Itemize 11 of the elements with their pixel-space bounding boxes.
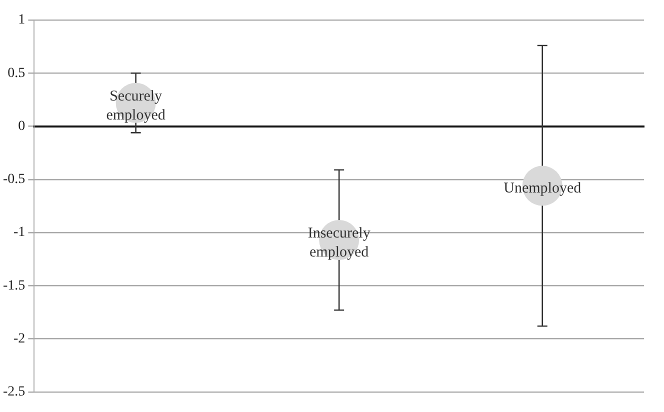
series-label: Insecurely employed xyxy=(308,225,371,260)
y-tick-label: -2.5 xyxy=(2,384,26,400)
series-label: Unemployed xyxy=(504,180,582,197)
series-label: Securely employed xyxy=(106,88,166,124)
y-tick-label: 0.5 xyxy=(8,66,26,81)
y-tick-label: 1 xyxy=(18,12,26,28)
y-tick-label: 0 xyxy=(18,118,26,134)
y-tick-label: -0.5 xyxy=(2,172,26,188)
y-tick-label: -1.5 xyxy=(2,278,26,294)
y-tick-label: -1 xyxy=(13,225,26,240)
y-tick-label: -2 xyxy=(13,332,26,347)
